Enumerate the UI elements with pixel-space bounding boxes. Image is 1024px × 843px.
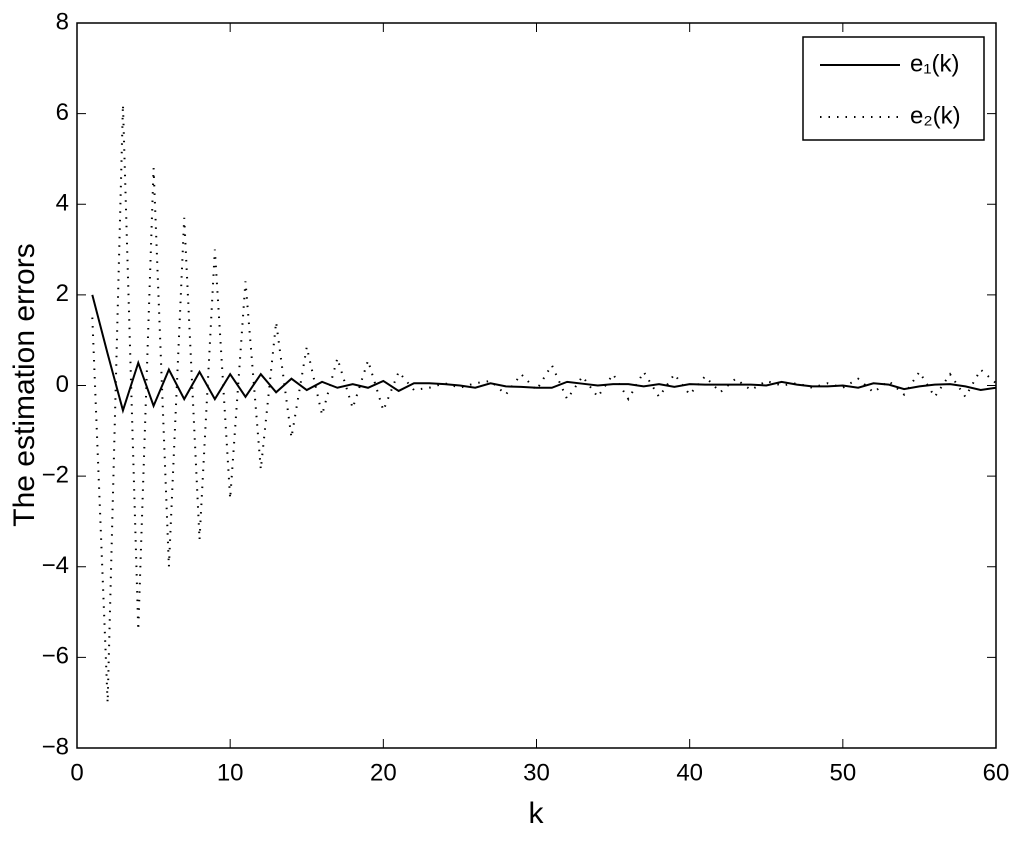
series-line [91, 294, 997, 414]
x-tick-label: 0 [70, 759, 83, 786]
legend-label: e₁(k) [910, 50, 959, 77]
y-tick-label: 0 [56, 371, 69, 398]
y-tick-label: 4 [56, 190, 69, 217]
x-tick-label: 60 [983, 759, 1010, 786]
legend-label: e₂(k) [910, 102, 961, 129]
x-tick-label: 10 [217, 759, 244, 786]
x-tick-label: 40 [676, 759, 703, 786]
y-tick-label: −4 [42, 552, 69, 579]
y-tick-label: −8 [42, 733, 69, 760]
x-tick-label: 30 [523, 759, 550, 786]
y-tick-label: −2 [42, 461, 69, 488]
x-tick-label: 50 [829, 759, 856, 786]
x-axis-label: k [529, 797, 545, 830]
y-axis-label: The estimation errors [8, 243, 41, 526]
y-tick-label: 6 [56, 99, 69, 126]
y-tick-label: −6 [42, 643, 69, 670]
x-tick-label: 20 [370, 759, 397, 786]
legend-box [802, 36, 985, 141]
series-line [91, 104, 997, 703]
y-tick-label: 8 [56, 8, 69, 35]
y-tick-label: 2 [56, 280, 69, 307]
